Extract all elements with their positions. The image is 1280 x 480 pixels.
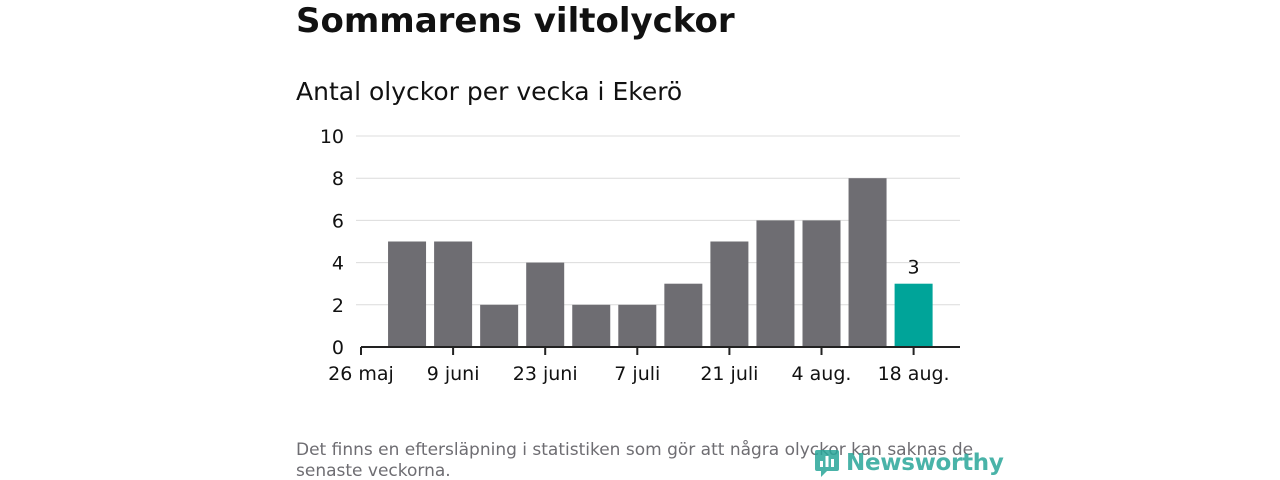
bars (388, 178, 933, 347)
data-label: 3 (908, 257, 920, 279)
axes (360, 346, 960, 355)
x-tick-label: 7 juli (614, 363, 660, 385)
x-tick-label: 18 aug. (878, 363, 950, 385)
bar (388, 241, 427, 347)
brand-name: Newsworthy (846, 450, 1004, 476)
labels: 0 2 4 6 8 10 3 26 maj 9 juni 23 juni 7 juli 21 juli… (320, 126, 950, 385)
bar-highlight (894, 283, 933, 347)
y-tick-label: 4 (332, 253, 344, 275)
y-tick-label: 0 (332, 337, 344, 359)
bar (848, 178, 887, 347)
bar (572, 304, 611, 347)
y-tick-label: 6 (332, 210, 344, 232)
bar (434, 241, 473, 347)
bar (480, 304, 519, 347)
x-tick-label: 23 juni (513, 363, 578, 385)
y-tick-label: 8 (332, 168, 344, 190)
bar (710, 241, 749, 347)
bar (664, 283, 703, 347)
chart-subtitle: Antal olyckor per vecka i Ekerö (296, 77, 683, 106)
brand-logo: Newsworthy (814, 446, 1004, 480)
y-tick-label: 2 (332, 295, 344, 317)
bar (756, 220, 795, 347)
chart-title: Sommarens viltolyckor (296, 1, 735, 41)
x-tick-label: 26 maj (328, 363, 394, 385)
bar (802, 220, 841, 347)
y-tick-label: 10 (320, 126, 344, 148)
bar (618, 304, 657, 347)
x-tick-label: 9 juni (427, 363, 480, 385)
bar (526, 262, 565, 347)
x-tick-label: 21 juli (700, 363, 758, 385)
newsworthy-logo-icon (815, 450, 839, 477)
footnote: Det finns en eftersläpning i statistiken… (296, 440, 974, 480)
x-tick-label: 4 aug. (792, 363, 852, 385)
